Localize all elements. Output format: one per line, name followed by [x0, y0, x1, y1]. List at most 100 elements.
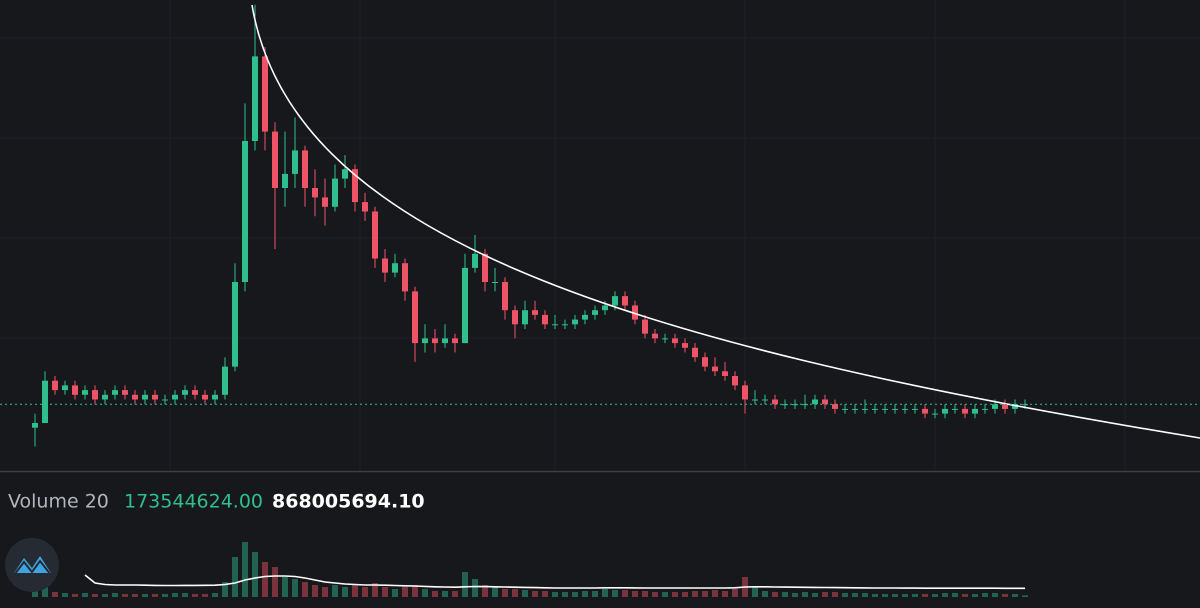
candle-body — [622, 296, 628, 306]
volume-bar — [182, 593, 188, 597]
candle-body — [432, 338, 438, 344]
volume-bar — [402, 587, 408, 597]
volume-bar — [532, 591, 538, 597]
candle-body — [1002, 404, 1008, 409]
volume-ma-line — [84, 574, 1025, 590]
volume-bar — [842, 593, 848, 597]
candle-body — [362, 202, 368, 212]
candle-body — [172, 394, 178, 400]
volume-bar — [582, 591, 588, 597]
candle-body — [522, 310, 528, 325]
candle-body — [262, 56, 268, 132]
volume-bar — [942, 593, 948, 597]
volume-bar — [202, 594, 208, 597]
volume-bar — [672, 592, 678, 597]
candle-body — [232, 282, 238, 367]
volume-bar — [342, 587, 348, 597]
candle-body — [122, 390, 128, 395]
volume-bar — [932, 594, 938, 597]
candle-body — [572, 319, 578, 325]
volume-bar — [512, 589, 518, 597]
volume-bar — [442, 591, 448, 597]
volume-bar — [642, 591, 648, 597]
volume-bar — [762, 591, 768, 597]
volume-bar — [852, 593, 858, 597]
volume-bar — [272, 567, 278, 597]
candles — [32, 4, 1028, 447]
volume-bar — [62, 593, 68, 597]
candle-body — [942, 408, 948, 414]
volume-bar — [1002, 594, 1008, 597]
candle-body — [42, 380, 48, 423]
volume-bar — [292, 579, 298, 597]
candle-body — [662, 338, 668, 340]
candle-body — [692, 347, 698, 358]
candle-body — [102, 394, 108, 400]
volume-bar — [392, 589, 398, 597]
volume-bar — [302, 582, 308, 597]
logo-badge[interactable] — [5, 538, 59, 592]
volume-bar — [262, 562, 268, 597]
volume-bar — [722, 591, 728, 597]
candle-body — [702, 357, 708, 367]
candle-body — [532, 310, 538, 315]
volume-bar — [162, 594, 168, 597]
volume-bar — [812, 593, 818, 597]
volume-bar — [332, 585, 338, 597]
candle-body — [72, 385, 78, 395]
candle-body — [382, 258, 388, 273]
volume-bar — [42, 587, 48, 597]
candle-body — [542, 314, 548, 325]
candle-body — [952, 408, 958, 410]
candle-body — [202, 394, 208, 400]
candle-body — [62, 385, 68, 391]
volume-bar — [412, 585, 418, 597]
candle-body — [462, 267, 468, 344]
candle-body — [902, 408, 908, 410]
volume-bar — [602, 589, 608, 597]
volume-bar — [862, 593, 868, 597]
candle-body — [372, 211, 378, 259]
volume-bar — [132, 594, 138, 597]
candle-body — [562, 324, 568, 326]
volume-bar — [212, 593, 218, 597]
volume-bar — [882, 594, 888, 597]
candle-body — [762, 399, 768, 401]
candle-body — [852, 408, 858, 410]
candle-body — [872, 408, 878, 410]
candle-body — [392, 263, 398, 273]
candle-body — [182, 390, 188, 395]
logo-icon — [14, 556, 51, 573]
candle-body — [1012, 404, 1018, 409]
candle-body — [592, 310, 598, 315]
candle-body — [352, 169, 358, 203]
volume-bar — [312, 585, 318, 597]
volume-bar — [432, 591, 438, 597]
candle-body — [112, 390, 118, 395]
candle-body — [162, 399, 168, 401]
candle-body — [602, 305, 608, 311]
volume-bar — [32, 591, 38, 597]
candle-body — [142, 394, 148, 400]
candle-body — [972, 408, 978, 414]
candle-body — [152, 394, 158, 400]
logo[interactable] — [5, 538, 59, 592]
candle-body — [242, 141, 248, 282]
candle-body — [412, 291, 418, 344]
volume-bar — [972, 594, 978, 597]
volume-bar — [702, 591, 708, 597]
volume-bar — [152, 594, 158, 597]
volume-bar — [282, 577, 288, 597]
candle-body — [932, 413, 938, 415]
candle-body — [822, 399, 828, 405]
candle-body — [402, 263, 408, 292]
volume-last: 173544624.00 — [124, 491, 263, 513]
volume-bar — [252, 552, 258, 597]
candle-body — [612, 296, 618, 306]
logo-icon-line — [13, 559, 52, 576]
volume-bar — [1022, 595, 1028, 597]
volume-bar — [752, 587, 758, 597]
volume-bar — [472, 579, 478, 597]
candle-body — [482, 253, 488, 282]
